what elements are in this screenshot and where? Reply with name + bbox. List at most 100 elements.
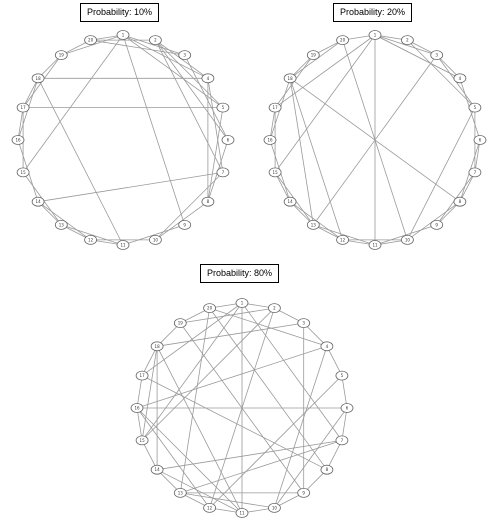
node-label: 16 xyxy=(134,406,140,411)
node-label: 9 xyxy=(183,222,186,227)
edge-8-17 xyxy=(141,375,328,471)
node-shape xyxy=(368,30,382,40)
node-shape xyxy=(130,403,144,413)
node-1: 1 xyxy=(235,298,249,308)
edge-11-16 xyxy=(136,407,243,514)
edge-3-18 xyxy=(157,322,304,347)
edge-11-13 xyxy=(313,224,376,246)
node-18: 18 xyxy=(31,73,45,84)
node-10: 10 xyxy=(267,502,281,513)
node-label: 13 xyxy=(311,222,317,227)
node-19: 19 xyxy=(306,50,320,60)
node-6: 6 xyxy=(473,135,487,145)
node-shape xyxy=(263,135,277,145)
node-4: 4 xyxy=(320,341,334,352)
node-label: 13 xyxy=(59,222,65,227)
node-14: 14 xyxy=(150,464,164,475)
node-14: 14 xyxy=(31,196,45,207)
node-3: 3 xyxy=(430,50,444,60)
node-label: 17 xyxy=(140,373,146,378)
edge-13-20 xyxy=(179,308,210,493)
node-shape xyxy=(178,50,192,60)
node-shape xyxy=(201,196,215,207)
node-shape xyxy=(148,234,162,245)
node-shape xyxy=(297,487,311,498)
node-label: 1 xyxy=(241,301,244,306)
node-label: 8 xyxy=(326,467,329,472)
edge-15-18 xyxy=(141,346,158,441)
node-shape xyxy=(235,508,249,518)
node-label: 13 xyxy=(178,490,184,495)
node-9: 9 xyxy=(178,219,192,230)
node-shape xyxy=(283,196,297,207)
node-2: 2 xyxy=(400,35,414,45)
node-10: 10 xyxy=(400,234,414,245)
edge-7-10 xyxy=(155,172,224,241)
node-shape xyxy=(335,370,349,381)
edge-1-3 xyxy=(122,34,185,56)
node-shape xyxy=(468,102,482,113)
node-16: 16 xyxy=(130,403,144,413)
node-11: 11 xyxy=(368,240,382,250)
node-label: 16 xyxy=(15,138,21,143)
edge-11-14 xyxy=(156,469,243,514)
graph-title-probability-20: Probability: 20% xyxy=(333,3,413,22)
node-shape xyxy=(268,167,282,178)
graph-title-probability-80: Probability: 80% xyxy=(200,264,280,283)
node-label: 12 xyxy=(207,505,213,510)
node-shape xyxy=(54,219,68,230)
node-13: 13 xyxy=(173,487,187,498)
node-5: 5 xyxy=(335,370,349,381)
edge-7-8 xyxy=(326,440,343,470)
node-label: 6 xyxy=(346,406,349,411)
node-4: 4 xyxy=(201,73,215,84)
node-9: 9 xyxy=(297,487,311,498)
edge-4-5 xyxy=(326,346,343,376)
node-label: 16 xyxy=(267,138,273,143)
node-shape xyxy=(468,167,482,178)
node-label: 19 xyxy=(311,53,317,58)
edge-19-2 xyxy=(180,307,275,324)
node-label: 14 xyxy=(36,199,42,204)
node-label: 7 xyxy=(222,170,225,175)
node-6: 6 xyxy=(221,135,235,145)
edge-5-10 xyxy=(407,107,476,241)
edge-16-17 xyxy=(269,107,276,141)
node-7: 7 xyxy=(335,435,349,446)
node-1: 1 xyxy=(116,30,130,40)
edge-19-1 xyxy=(61,34,124,56)
edge-10-20 xyxy=(342,39,408,241)
node-8: 8 xyxy=(320,464,334,475)
node-5: 5 xyxy=(468,102,482,113)
node-shape xyxy=(216,102,230,113)
node-shape xyxy=(368,240,382,250)
edge-2-12 xyxy=(209,307,275,509)
node-label: 6 xyxy=(479,138,482,143)
node-10: 10 xyxy=(148,234,162,245)
node-label: 7 xyxy=(341,438,344,443)
node-15: 15 xyxy=(268,167,282,178)
edge-17-1 xyxy=(274,34,376,108)
node-15: 15 xyxy=(16,167,30,178)
edge-2-7 xyxy=(155,39,224,173)
edge-17-18 xyxy=(22,78,39,108)
edge-14-15 xyxy=(274,172,291,202)
node-shape xyxy=(400,234,414,245)
node-shape xyxy=(400,35,414,45)
node-label: 14 xyxy=(155,467,161,472)
node-label: 17 xyxy=(21,105,27,110)
node-6: 6 xyxy=(340,403,354,413)
node-shape xyxy=(16,167,30,178)
node-16: 16 xyxy=(263,135,277,145)
edge-8-20 xyxy=(209,307,328,470)
node-shape xyxy=(453,196,467,207)
node-label: 7 xyxy=(474,170,477,175)
node-label: 1 xyxy=(122,33,125,38)
node-label: 10 xyxy=(153,237,159,242)
node-label: 18 xyxy=(36,76,42,81)
node-label: 3 xyxy=(183,53,186,58)
edge-18-11 xyxy=(37,78,124,246)
node-7: 7 xyxy=(216,167,230,178)
